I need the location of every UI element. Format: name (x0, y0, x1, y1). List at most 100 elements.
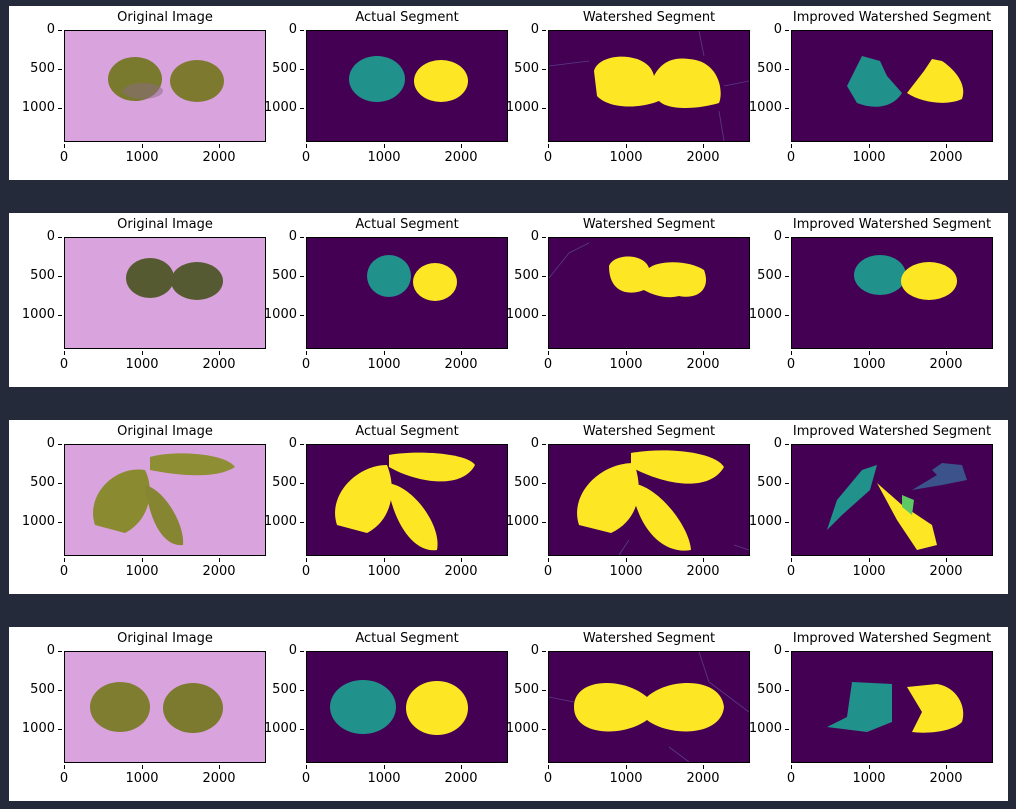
y-tick-label: 0 (742, 643, 789, 658)
x-tick-label: 1000 (364, 351, 404, 372)
image-canvas (65, 31, 265, 141)
y-tick-label: 1000 (15, 514, 62, 529)
subplot-title: Actual Segment (355, 217, 459, 232)
subplot-title: Actual Segment (355, 631, 459, 646)
x-tick-label: 0 (44, 558, 84, 579)
x-tick-label: 0 (771, 558, 811, 579)
image-axes (548, 30, 750, 142)
x-tick-label: 0 (286, 765, 326, 786)
image-axes (548, 444, 750, 556)
y-tick-label: 500 (742, 268, 789, 283)
x-tick-label: 2000 (926, 765, 966, 786)
y-tick-label: 1000 (742, 721, 789, 736)
y-tick-label: 0 (257, 643, 304, 658)
subplot-improved: Improved Watershed Segment 0 500 1000 0 1000 2… (736, 213, 993, 387)
image-canvas (65, 652, 265, 762)
x-tick-label: 2000 (683, 558, 723, 579)
image-canvas (792, 31, 992, 141)
x-tick-label: 2000 (199, 558, 239, 579)
y-tick-label: 1000 (15, 721, 62, 736)
subplot-improved: Improved Watershed Segment 0 500 1000 0 1000 2… (736, 420, 993, 594)
image-canvas (65, 445, 265, 555)
x-tick-label: 2000 (683, 144, 723, 165)
subplot-title: Watershed Segment (582, 424, 716, 439)
y-tick-label: 1000 (742, 514, 789, 529)
y-tick-label: 1000 (499, 721, 546, 736)
y-tick-label: 0 (499, 436, 546, 451)
x-tick-label: 1000 (849, 351, 889, 372)
image-canvas (307, 238, 507, 348)
y-tick-label: 0 (257, 229, 304, 244)
x-tick-label: 0 (771, 351, 811, 372)
figure-row-1: Original Image 0 500 1000 0 1000 2000 Actual Se… (9, 6, 1008, 180)
y-tick-label: 0 (742, 22, 789, 37)
image-axes (64, 444, 266, 556)
image-canvas (65, 238, 265, 348)
image-canvas (792, 445, 992, 555)
x-tick-label: 0 (44, 765, 84, 786)
image-axes (548, 651, 750, 763)
subplot-watershed: Watershed Segment 0 500 1000 0 1000 2000 (493, 420, 750, 594)
y-tick-label: 1000 (742, 307, 789, 322)
y-tick-label: 500 (15, 268, 62, 283)
y-tick-label: 0 (742, 436, 789, 451)
y-tick-label: 1000 (257, 307, 304, 322)
x-tick-label: 2000 (441, 765, 481, 786)
image-axes (791, 30, 993, 142)
x-tick-label: 2000 (441, 144, 481, 165)
x-tick-label: 0 (286, 351, 326, 372)
y-tick-label: 0 (15, 229, 62, 244)
subplot-title: Improved Watershed Segment (792, 631, 992, 646)
y-tick-label: 500 (499, 268, 546, 283)
subplot-title: Improved Watershed Segment (792, 10, 992, 25)
subplot-title: Watershed Segment (582, 631, 716, 646)
subplot-title: Actual Segment (355, 424, 459, 439)
subplot-title: Improved Watershed Segment (792, 424, 992, 439)
x-tick-label: 2000 (199, 144, 239, 165)
subplot-title: Original Image (117, 217, 213, 232)
y-tick-label: 1000 (257, 514, 304, 529)
y-tick-label: 500 (499, 475, 546, 490)
y-tick-label: 1000 (742, 100, 789, 115)
y-tick-label: 1000 (257, 721, 304, 736)
subplot-watershed: Watershed Segment 0 500 1000 0 1000 2000 (493, 627, 750, 801)
image-axes (306, 30, 508, 142)
y-tick-label: 0 (257, 436, 304, 451)
y-tick-label: 1000 (15, 100, 62, 115)
image-canvas (307, 652, 507, 762)
image-axes (64, 651, 266, 763)
x-tick-label: 1000 (606, 765, 646, 786)
x-tick-label: 0 (44, 351, 84, 372)
y-tick-label: 0 (742, 229, 789, 244)
x-tick-label: 2000 (926, 351, 966, 372)
x-tick-label: 1000 (122, 765, 162, 786)
subplot-actual: Actual Segment 0 500 1000 0 1000 2000 (251, 6, 508, 180)
figure-row-3: Original Image 0 500 1000 0 1000 2000 Actual Se… (9, 420, 1008, 594)
y-tick-label: 0 (499, 643, 546, 658)
y-tick-label: 0 (499, 229, 546, 244)
x-tick-label: 0 (528, 765, 568, 786)
image-axes (306, 651, 508, 763)
subplot-photo: Original Image 0 500 1000 0 1000 2000 (9, 6, 266, 180)
x-tick-label: 0 (528, 144, 568, 165)
x-tick-label: 0 (286, 144, 326, 165)
figure-row-4: Original Image 0 500 1000 0 1000 2000 Actual Se… (9, 627, 1008, 801)
x-tick-label: 0 (528, 351, 568, 372)
y-tick-label: 500 (257, 268, 304, 283)
x-tick-label: 0 (771, 144, 811, 165)
y-tick-label: 500 (15, 61, 62, 76)
x-tick-label: 1000 (122, 351, 162, 372)
y-tick-label: 1000 (499, 307, 546, 322)
image-axes (791, 444, 993, 556)
y-tick-label: 1000 (15, 307, 62, 322)
subplot-title: Improved Watershed Segment (792, 217, 992, 232)
image-axes (791, 651, 993, 763)
x-tick-label: 2000 (199, 765, 239, 786)
x-tick-label: 0 (286, 558, 326, 579)
subplot-photo: Original Image 0 500 1000 0 1000 2000 (9, 627, 266, 801)
x-tick-label: 1000 (122, 144, 162, 165)
y-tick-label: 0 (15, 436, 62, 451)
x-tick-label: 1000 (122, 558, 162, 579)
subplot-actual: Actual Segment 0 500 1000 0 1000 2000 (251, 627, 508, 801)
x-tick-label: 2000 (683, 351, 723, 372)
